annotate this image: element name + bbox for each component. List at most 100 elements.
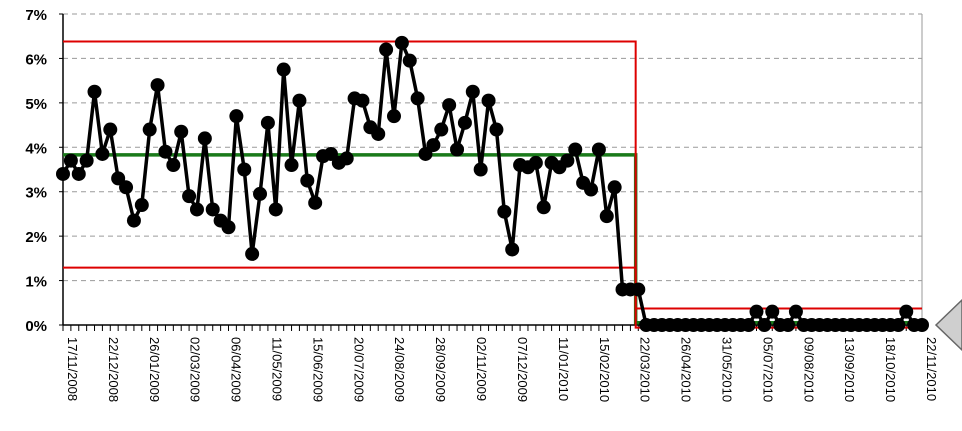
data-point bbox=[166, 158, 181, 173]
upper-limit-line bbox=[63, 40, 922, 310]
data-point bbox=[142, 122, 157, 137]
axes bbox=[62, 14, 923, 331]
data-point bbox=[402, 53, 417, 68]
data-point bbox=[292, 93, 307, 108]
control-limits bbox=[63, 40, 922, 329]
data-point bbox=[489, 122, 504, 137]
data-point bbox=[528, 155, 543, 170]
data-point bbox=[568, 142, 583, 157]
data-point bbox=[442, 98, 457, 113]
data-point bbox=[915, 318, 929, 332]
data-point bbox=[300, 173, 315, 188]
x-tick-label: 11/01/2010 bbox=[556, 337, 571, 401]
y-tick-labels: 0% 1% 2% 3% 4% 5% 6% 7% bbox=[25, 7, 63, 335]
x-tick-label: 17/11/2008 bbox=[65, 337, 80, 401]
data-point bbox=[788, 304, 803, 319]
x-tick-label: 26/04/2010 bbox=[679, 337, 694, 402]
data-point bbox=[355, 93, 370, 108]
data-point bbox=[56, 166, 70, 181]
data-point bbox=[505, 242, 520, 257]
data-point bbox=[891, 318, 906, 332]
data-point bbox=[607, 180, 622, 195]
y-tick-label: 5% bbox=[25, 96, 47, 113]
data-point bbox=[150, 78, 165, 93]
data-point bbox=[229, 109, 244, 124]
data-point bbox=[237, 162, 252, 177]
y-tick-label: 6% bbox=[25, 51, 47, 68]
data-point bbox=[87, 84, 102, 99]
data-point bbox=[765, 304, 780, 319]
data-point bbox=[260, 115, 275, 130]
x-tick-label: 22/11/2010 bbox=[924, 337, 939, 401]
data-point bbox=[584, 182, 599, 197]
data-point bbox=[434, 122, 449, 137]
data-point bbox=[497, 204, 512, 219]
x-tick-label: 15/06/2009 bbox=[310, 337, 325, 402]
data-point bbox=[339, 151, 354, 166]
data-point bbox=[158, 144, 173, 159]
data-series bbox=[56, 35, 929, 332]
mean-line bbox=[63, 153, 922, 325]
data-point bbox=[284, 158, 299, 173]
data-point bbox=[371, 126, 386, 141]
data-point bbox=[410, 91, 425, 106]
x-tick-label: 02/11/2009 bbox=[474, 337, 489, 401]
data-point bbox=[174, 124, 189, 139]
data-point bbox=[450, 142, 465, 157]
data-point bbox=[749, 304, 764, 319]
x-tick-label: 20/07/2009 bbox=[351, 337, 366, 402]
x-tick-label: 06/04/2009 bbox=[229, 337, 244, 402]
x-tick-label: 05/07/2010 bbox=[760, 337, 775, 402]
data-point bbox=[757, 318, 772, 332]
data-point bbox=[63, 153, 78, 168]
data-point bbox=[781, 318, 796, 332]
x-tick-label: 02/03/2009 bbox=[188, 337, 203, 402]
data-point bbox=[457, 115, 472, 130]
data-point bbox=[79, 153, 94, 168]
data-point bbox=[473, 162, 488, 177]
data-point bbox=[379, 42, 394, 57]
y-tick-label: 1% bbox=[25, 274, 47, 291]
data-point bbox=[245, 246, 260, 261]
x-tick-label: 22/12/2008 bbox=[106, 337, 121, 402]
data-point bbox=[189, 202, 204, 217]
x-tick-label: 09/08/2010 bbox=[801, 337, 816, 402]
data-point bbox=[560, 153, 575, 168]
y-tick-label: 0% bbox=[25, 318, 47, 335]
data-point bbox=[119, 180, 134, 195]
data-point bbox=[536, 200, 551, 215]
arrow-left-icon[interactable] bbox=[934, 298, 962, 352]
data-point bbox=[465, 84, 480, 99]
x-tick-label: 15/02/2010 bbox=[597, 337, 612, 402]
data-point bbox=[481, 93, 496, 108]
data-line bbox=[61, 41, 922, 327]
x-tick-labels: 17/11/2008 22/12/2008 26/01/2009 02/03/2009… bbox=[65, 337, 939, 402]
data-point bbox=[71, 166, 86, 181]
y-tick-label: 4% bbox=[25, 140, 47, 157]
data-point bbox=[95, 146, 110, 161]
data-point bbox=[253, 186, 268, 201]
y-tick-label: 2% bbox=[25, 229, 47, 246]
data-point bbox=[221, 220, 236, 235]
data-point bbox=[182, 189, 197, 204]
x-tick-label: 31/05/2010 bbox=[719, 337, 734, 402]
data-point bbox=[134, 198, 149, 213]
data-point bbox=[386, 109, 401, 124]
data-point bbox=[126, 213, 141, 228]
x-tick-label: 13/09/2010 bbox=[842, 337, 857, 402]
x-tick-label: 07/12/2009 bbox=[515, 337, 530, 402]
x-tick-label: 18/10/2010 bbox=[883, 337, 898, 402]
data-point bbox=[899, 304, 914, 319]
data-point bbox=[631, 282, 646, 297]
data-point bbox=[197, 131, 212, 146]
data-point bbox=[591, 142, 606, 157]
x-tick-label: 28/09/2009 bbox=[433, 337, 448, 402]
data-point bbox=[308, 195, 323, 210]
grid-lines bbox=[63, 13, 922, 282]
y-tick-label: 7% bbox=[25, 7, 47, 24]
y-tick-label: 3% bbox=[25, 185, 47, 202]
data-point bbox=[103, 122, 118, 137]
x-tick-label: 24/08/2009 bbox=[392, 337, 407, 402]
data-point bbox=[394, 35, 409, 50]
